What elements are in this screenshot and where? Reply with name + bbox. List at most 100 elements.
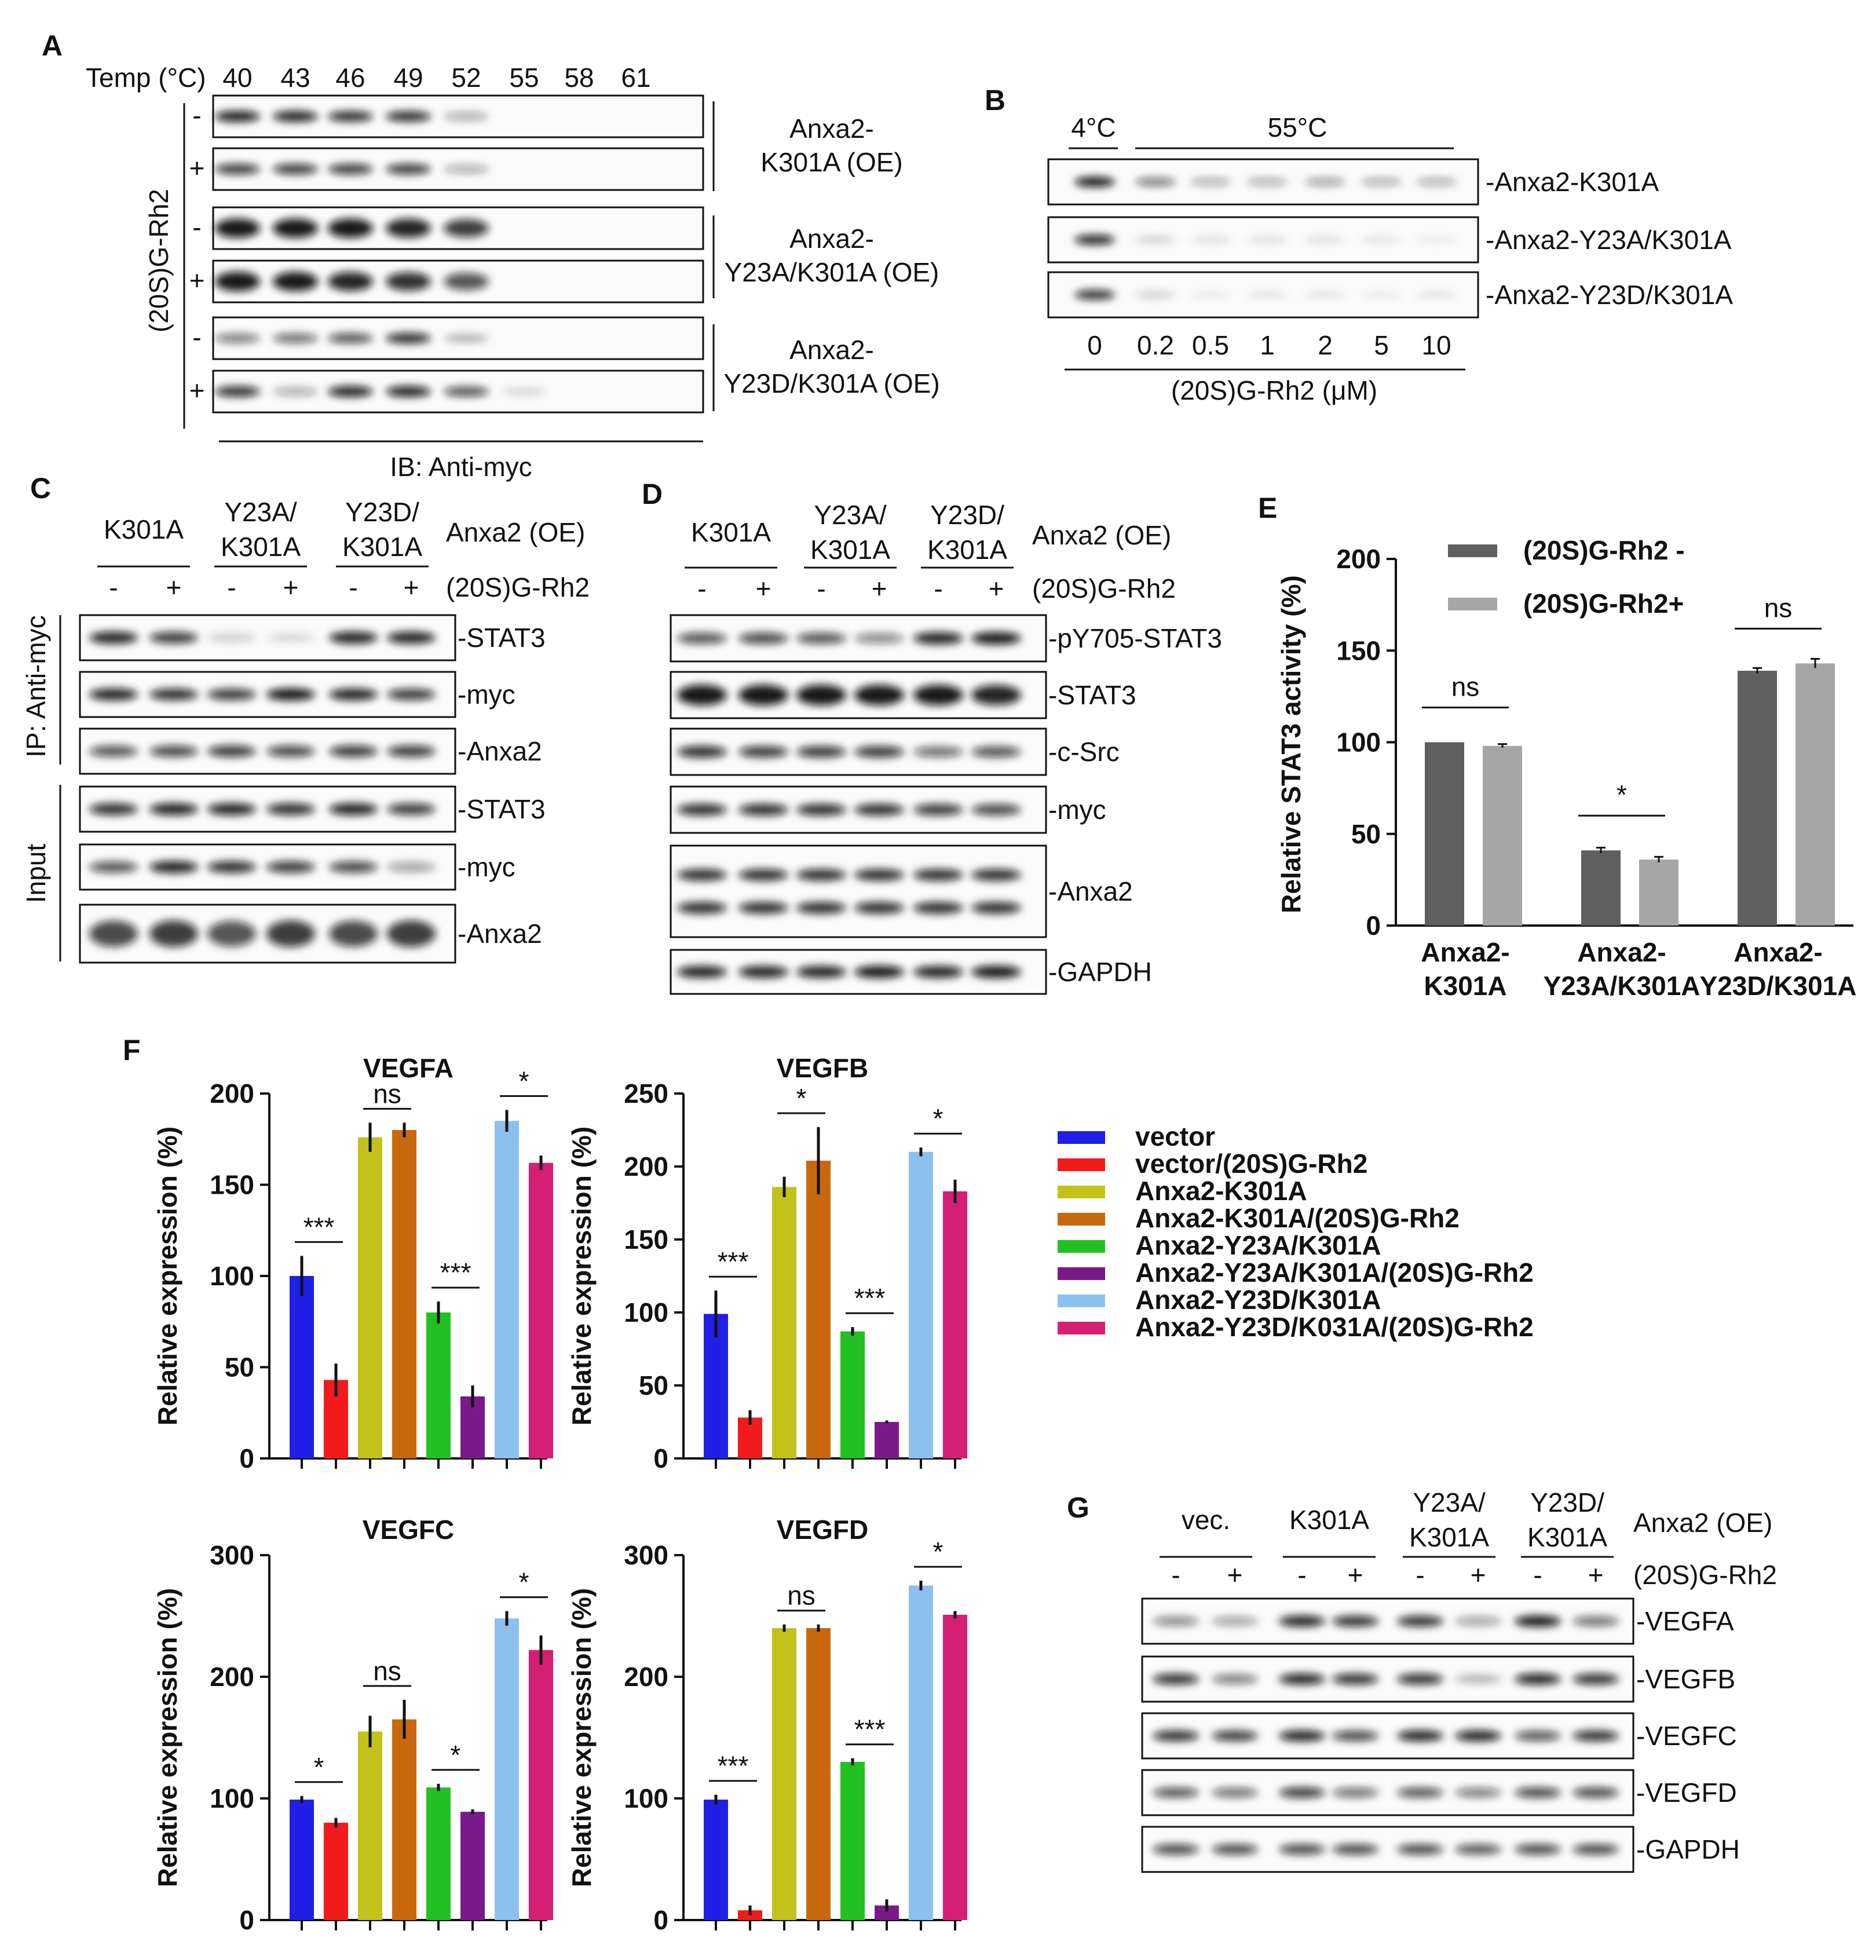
treatment-sign: +	[989, 573, 1004, 604]
band-group	[1074, 235, 1457, 245]
band	[1515, 1673, 1561, 1685]
band	[1279, 1730, 1325, 1742]
bar	[943, 1191, 967, 1458]
band	[971, 902, 1021, 914]
band	[1515, 1615, 1561, 1627]
blot-strip	[212, 94, 704, 138]
band	[89, 803, 138, 816]
band	[677, 632, 727, 644]
blot-strip	[1047, 271, 1479, 319]
band	[149, 803, 198, 816]
band	[1573, 1787, 1619, 1798]
band	[1455, 1674, 1501, 1684]
significance-label: ns	[1451, 672, 1480, 702]
band	[386, 218, 431, 238]
band	[1247, 236, 1288, 243]
band	[1074, 290, 1115, 300]
significance-label: ***	[854, 1283, 886, 1313]
band	[328, 333, 373, 343]
treatment-sign: +	[1471, 1560, 1486, 1590]
band	[328, 163, 373, 175]
band	[328, 218, 373, 238]
bar	[909, 1585, 933, 1920]
band	[854, 869, 904, 881]
band	[913, 902, 963, 914]
group-label: K301A	[1527, 1522, 1607, 1552]
temperature-label: 43	[280, 63, 310, 93]
blot-label: -myc	[1048, 795, 1106, 825]
treatment-sign: +	[166, 572, 182, 602]
co-ip-blots: -STAT3 -myc -Anxa2 -STAT3 -myc -Anxa2	[79, 614, 546, 964]
blot-strip	[670, 671, 1047, 719]
band	[149, 861, 198, 873]
band	[1332, 1615, 1378, 1627]
legend-label: Anxa2-Y23A/K301A	[1135, 1230, 1381, 1260]
dose-labels: 0 0.2 0.5 1 2 5 10	[1087, 330, 1451, 360]
band	[1332, 1731, 1378, 1741]
panel-f-label: F	[123, 1034, 141, 1066]
panel-c: C K301A Y23A/K301A Y23D/K301A Anxa2 (OE) (20…	[21, 472, 590, 964]
blot-label: -VEGFD	[1636, 1778, 1737, 1808]
blot-strip	[1141, 1769, 1634, 1816]
treatment-sign: -	[192, 100, 201, 130]
y-tick-label: 0	[239, 1443, 254, 1473]
legend-swatch	[1058, 1131, 1105, 1144]
band	[913, 632, 963, 645]
blot-strip	[1141, 1826, 1634, 1873]
blot-label: -Anxa2-Y23A/K301A	[1486, 225, 1732, 255]
y-tick-label: 100	[624, 1297, 668, 1328]
blot-label: -VEGFB	[1636, 1664, 1735, 1694]
blot-strip	[212, 316, 704, 360]
legend-label: Anxa2-K301A/(20S)G-Rh2	[1135, 1203, 1460, 1233]
treatment-sign: -	[1297, 1560, 1306, 1590]
band	[1416, 236, 1457, 243]
panel-e-label: E	[1258, 492, 1277, 524]
band	[738, 803, 788, 816]
band	[273, 218, 318, 238]
band	[328, 386, 373, 397]
input-label: Input	[21, 844, 51, 904]
band	[273, 333, 318, 343]
band	[266, 861, 315, 873]
band	[1153, 1730, 1199, 1742]
y-tick-label: 200	[210, 1078, 254, 1109]
band	[387, 688, 436, 701]
dose-label: 2	[1318, 330, 1333, 360]
group-label: K301A	[691, 517, 771, 547]
treatment-sign: -	[192, 212, 201, 242]
band-group	[677, 869, 1021, 914]
significance-label: ***	[440, 1257, 471, 1288]
band	[387, 631, 436, 644]
band	[386, 386, 431, 397]
band	[266, 745, 315, 757]
band	[1416, 178, 1457, 186]
treatment-label: (20S)G-Rh2	[446, 572, 590, 602]
blot-label: -GAPDH	[1636, 1834, 1740, 1864]
construct-label: Anxa2-	[789, 224, 874, 254]
significance-label: *	[451, 1740, 461, 1770]
panel-g: G vec. K301A Y23A/K301A Y23D/K301A Anxa2 (OE…	[1067, 1487, 1777, 1873]
expression-legend: vectorvector/(20S)G-Rh2Anxa2-K301AAnxa2-…	[1058, 1121, 1534, 1342]
y-tick-label: 0	[239, 1905, 254, 1935]
bar	[392, 1130, 416, 1458]
bar	[772, 1187, 796, 1458]
y-tick-label: 100	[1336, 727, 1381, 758]
group-label: Y23A/	[1413, 1487, 1486, 1517]
construct-label: Y23D/K301A (OE)	[723, 368, 939, 398]
signaling-blots: -pY705-STAT3 -STAT3 -c-Src -myc -Anxa2 -GAPDH	[670, 614, 1222, 995]
band	[273, 163, 318, 175]
band-group	[1153, 1844, 1619, 1855]
construct-label: Anxa2-	[789, 114, 874, 144]
blot-strip	[212, 259, 704, 303]
treatment-side-label: (20S)G-Rh2	[144, 189, 174, 332]
significance-label: ns	[373, 1656, 401, 1686]
expression-chart: 0 50 100 150 200 250 VEGFB Relative expression …	[566, 1053, 967, 1473]
ip-label: IP: Anti-myc	[21, 615, 51, 757]
construct-label: Y23A/K301A (OE)	[725, 257, 939, 287]
legend-swatch	[1448, 598, 1497, 610]
blot-strip	[1047, 158, 1479, 206]
treatment-sign: +	[189, 265, 205, 295]
temperature-label: 52	[451, 63, 481, 93]
significance-label: ns	[373, 1078, 401, 1109]
band	[386, 111, 431, 122]
